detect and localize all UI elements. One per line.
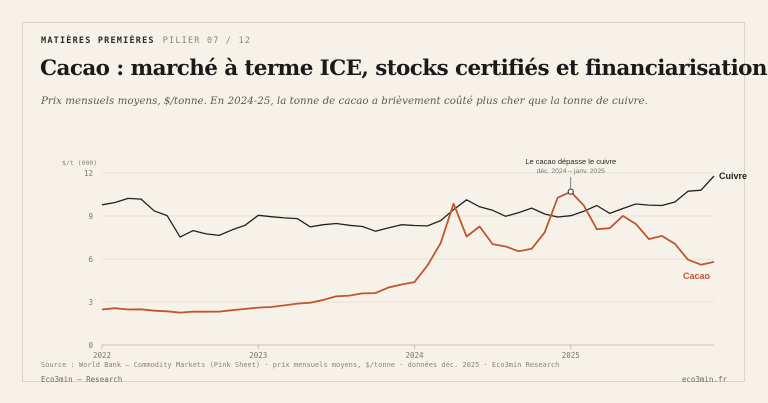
kicker-series: PILIER 07 / 12: [162, 36, 252, 46]
x-tick-label: 2024: [405, 351, 424, 360]
y-tick-label: 12: [84, 169, 93, 178]
series-label-cocoa: Cacao: [683, 271, 711, 281]
chart-title: Cacao : marché à terme ICE, stocks certi…: [40, 56, 768, 81]
series-line-copper: [101, 175, 715, 238]
y-tick-label: 9: [88, 212, 93, 221]
footer-brand: Eco3min — Research: [41, 375, 123, 384]
annotation-title: Le cacao dépasse le cuivre: [525, 157, 616, 166]
footer-url: eco3min.fr: [681, 375, 727, 384]
chart-card-frame: [22, 22, 745, 382]
y-tick-label: 0: [88, 341, 93, 350]
kicker-section: MATIÈRES PREMIÈRES: [41, 36, 155, 46]
x-tick-label: 2022: [93, 351, 111, 360]
source-note: Source : World Bank — Commodity Markets …: [41, 361, 560, 369]
y-tick-label: 6: [88, 255, 93, 264]
y-axis-unit-label: $/t (000): [62, 159, 97, 167]
annotation-subtitle: déc. 2024 – janv. 2025: [537, 168, 605, 175]
series-line-cocoa: [101, 190, 715, 314]
x-tick-label: 2025: [562, 351, 580, 360]
chart-subtitle: Prix mensuels moyens, $/tonne. En 2024-2…: [41, 95, 648, 107]
series-label-copper: Cuivre: [719, 171, 747, 181]
x-tick-label: 2023: [249, 351, 267, 360]
kicker: MATIÈRES PREMIÈRES PILIER 07 / 12: [41, 36, 251, 46]
annotation-marker: [567, 188, 574, 195]
y-tick-label: 3: [88, 298, 93, 307]
